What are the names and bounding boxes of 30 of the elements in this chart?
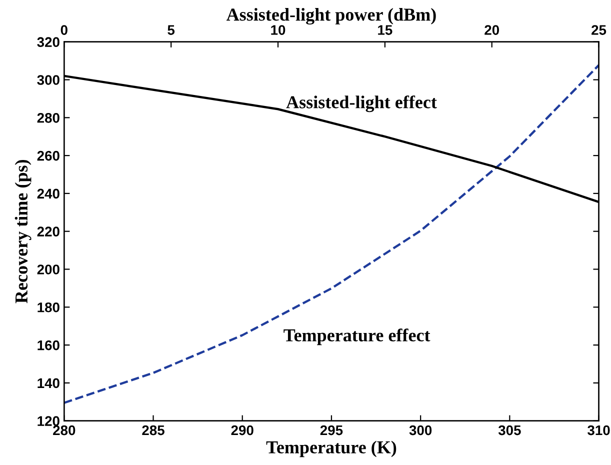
x-tick-label: 305 — [498, 425, 521, 436]
x-tick-label: 290 — [231, 425, 254, 436]
y-tick-label: 120 — [38, 416, 60, 426]
x-tick-label: 280 — [53, 425, 76, 436]
y-tick-label: 280 — [37, 112, 60, 123]
x-tick-label: 295 — [320, 425, 343, 436]
x2-tick-label: 25 — [592, 25, 606, 35]
y-tick-label: 320 — [37, 37, 60, 48]
y-tick-label: 260 — [37, 150, 60, 161]
annotation: Temperature effect — [284, 328, 430, 346]
x2-tick-label: 20 — [484, 25, 500, 35]
x-tick-label: 310 — [588, 425, 610, 436]
x-axis-title: Temperature (K) — [266, 440, 396, 458]
x2-tick-label: 5 — [168, 25, 175, 35]
y-tick-label: 240 — [37, 188, 60, 199]
y-tick-label: 160 — [38, 340, 60, 350]
x2-axis-title: Assisted-light power (dBm) — [226, 8, 436, 25]
y-tick-label: 180 — [38, 302, 60, 312]
x-tick-label: 285 — [142, 425, 164, 436]
y-tick-label: 200 — [37, 264, 60, 274]
x2-tick-label: 10 — [271, 25, 286, 35]
y-tick-label: 140 — [38, 378, 60, 388]
annotation: Assisted-light effect — [286, 95, 437, 112]
x-tick-label: 300 — [409, 425, 432, 436]
x2-tick-label: 15 — [378, 25, 392, 35]
y-axis-title: Recovery time (ps) — [14, 160, 32, 304]
y-tick-label: 300 — [37, 75, 60, 85]
x2-tick-label: 0 — [60, 25, 68, 35]
y-tick-label: 220 — [37, 226, 60, 237]
line-series — [64, 64, 599, 404]
